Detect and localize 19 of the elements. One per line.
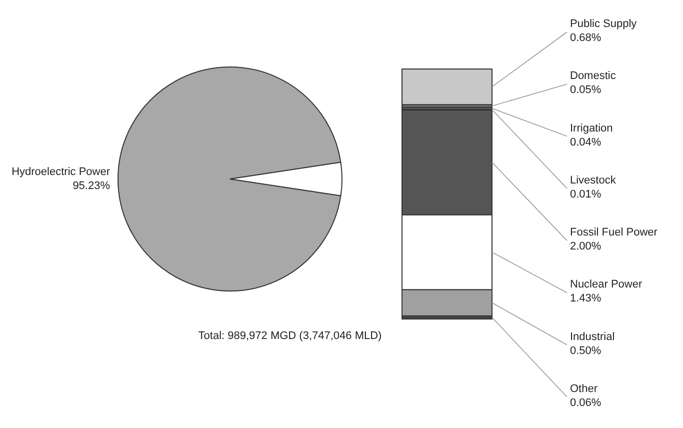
data-label: 0.01% xyxy=(570,188,602,200)
data-label: 0.50% xyxy=(570,344,602,357)
data-label: 0.68% xyxy=(570,32,602,44)
data-label: 0.06% xyxy=(570,397,602,409)
text: Other xyxy=(570,383,598,395)
text: Irrigation xyxy=(570,122,613,134)
data-label: 0.04% xyxy=(570,136,602,148)
data-label: 2.00% xyxy=(570,240,602,253)
text: Total: 989,972 MGD (3,747,046 MLD) xyxy=(198,330,382,342)
text: Public Supply xyxy=(570,18,638,30)
data-label: 0.05% xyxy=(570,84,602,96)
text: Livestock xyxy=(570,174,616,186)
data-label: 95.23% xyxy=(72,180,110,192)
slice-label: Hydroelectric Power xyxy=(12,166,110,178)
data-label: 1.43% xyxy=(570,292,602,305)
text: Domestic xyxy=(570,70,616,82)
text: Industrial xyxy=(570,330,615,343)
text: Fossil Fuel Power xyxy=(570,226,658,239)
text: Nuclear Power xyxy=(570,278,642,291)
